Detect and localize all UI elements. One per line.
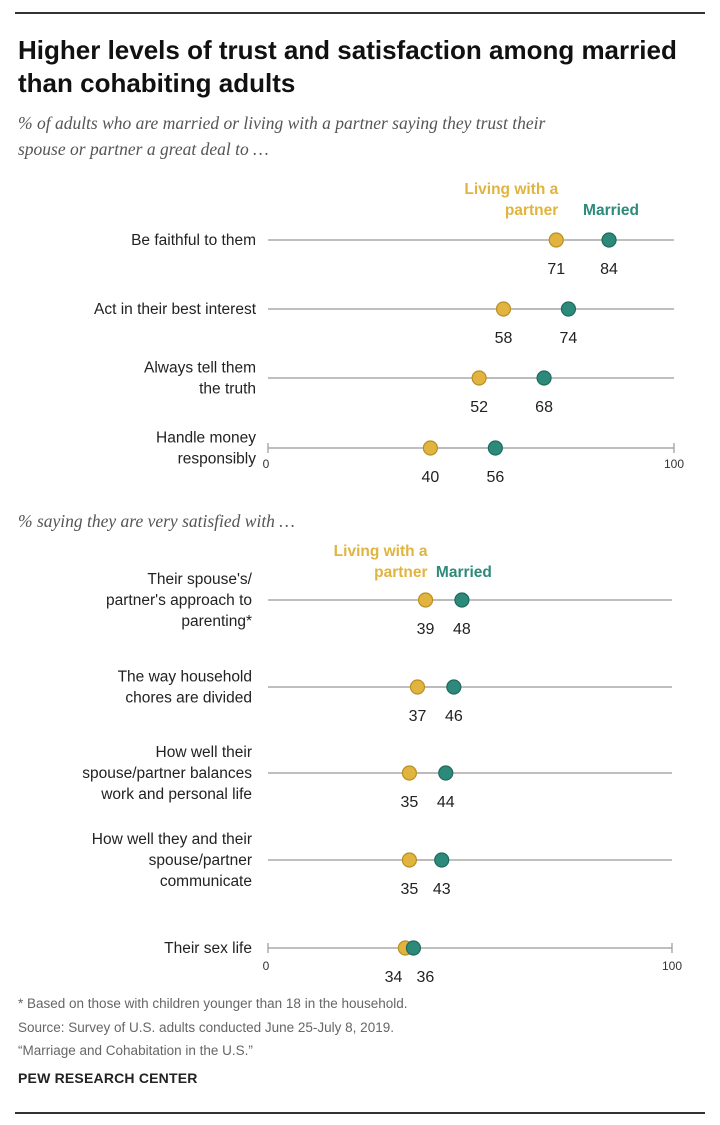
category-label: the truth (199, 381, 256, 398)
dot-cohabiting (401, 765, 417, 781)
legend-cohabiting-label: partner (505, 202, 558, 219)
subtitle-satisfaction: % saying they are very satisfied with … (18, 508, 708, 534)
x-tick-label: 0 (263, 457, 270, 471)
value-label-married: 74 (560, 330, 578, 347)
value-label-cohabiting: 39 (417, 621, 435, 638)
footnote-line: “Marriage and Cohabitation in the U.S.” (18, 1043, 253, 1058)
dot-married (446, 679, 462, 695)
category-label: The way household (118, 669, 252, 686)
subtitle-trust: % of adults who are married or living wi… (18, 110, 708, 162)
category-label: communicate (160, 873, 252, 890)
category-label: Handle money (156, 430, 256, 447)
title-line: Higher levels of trust and satisfaction … (18, 35, 677, 65)
x-tick-label: 100 (664, 457, 684, 471)
legend-cohabiting-label: partner (374, 564, 427, 581)
dot-cohabiting (401, 852, 417, 868)
value-label-cohabiting: 71 (547, 261, 565, 278)
dot-cohabiting (495, 301, 512, 317)
dot-married (454, 592, 470, 608)
dot-married (536, 370, 552, 386)
dot-cohabiting (409, 679, 426, 695)
title-line: than cohabiting adults (18, 68, 296, 98)
dot-married (487, 440, 503, 456)
legend-cohabiting-label: Living with a (334, 543, 428, 560)
category-label: spouse/partner balances (82, 765, 252, 782)
chart-title: Higher levels of trust and satisfaction … (18, 34, 708, 100)
dot-married (434, 852, 450, 868)
value-label-married: 44 (437, 794, 455, 811)
footnote-line: * Based on those with children younger t… (18, 996, 408, 1011)
category-label: How well they and their (92, 831, 252, 848)
category-label: Be faithful to them (131, 232, 256, 249)
dot-married (601, 232, 617, 248)
dot-married (438, 765, 454, 781)
dot-cohabiting (471, 370, 487, 386)
footnotes: * Based on those with children younger t… (18, 992, 708, 1063)
value-label-married: 36 (416, 969, 434, 986)
legend-cohabiting-label: Living with a (464, 181, 558, 198)
value-label-married: 84 (600, 261, 618, 278)
category-label: work and personal life (100, 786, 252, 803)
legend-married-label: Married (583, 202, 639, 219)
value-label-married: 56 (486, 469, 504, 486)
category-label: spouse/partner (149, 852, 252, 869)
footnote-line: Source: Survey of U.S. adults conducted … (18, 1019, 394, 1035)
subtitle-line: % of adults who are married or living wi… (18, 113, 546, 133)
top-rule (15, 12, 705, 14)
value-label-married: 48 (453, 621, 471, 638)
category-label: Their spouse's/ (147, 571, 252, 588)
value-label-cohabiting: 35 (401, 794, 419, 811)
value-label-cohabiting: 58 (495, 330, 513, 347)
value-label-married: 43 (433, 881, 451, 898)
category-label: responsibly (178, 451, 257, 468)
legend-married-label: Married (436, 564, 492, 581)
dot-married (405, 940, 422, 956)
dot-cohabiting (422, 440, 438, 456)
subtitle-line: spouse or partner a great deal to … (18, 139, 269, 159)
category-label: Act in their best interest (94, 301, 257, 318)
category-label: Their sex life (164, 940, 252, 957)
category-label: chores are divided (125, 690, 252, 707)
category-label: Always tell them (144, 360, 256, 377)
x-tick-label: 100 (662, 959, 682, 973)
bottom-rule (15, 1112, 705, 1114)
category-label: partner's approach to (106, 592, 252, 609)
category-label: How well their (156, 744, 252, 761)
brand-logo-text: PEW RESEARCH CENTER (18, 1070, 198, 1086)
value-label-married: 46 (445, 708, 463, 725)
value-label-cohabiting: 37 (409, 708, 427, 725)
subtitle-line: % saying they are very satisfied with … (18, 511, 295, 531)
value-label-cohabiting: 34 (385, 969, 403, 986)
value-label-cohabiting: 52 (470, 399, 488, 416)
dot-cohabiting (417, 592, 434, 608)
x-tick-label: 0 (263, 959, 270, 973)
value-label-married: 68 (535, 399, 553, 416)
dot-married (560, 301, 577, 317)
dot-cohabiting (548, 232, 564, 248)
value-label-cohabiting: 40 (422, 469, 440, 486)
category-label: parenting* (181, 613, 252, 630)
value-label-cohabiting: 35 (401, 881, 419, 898)
